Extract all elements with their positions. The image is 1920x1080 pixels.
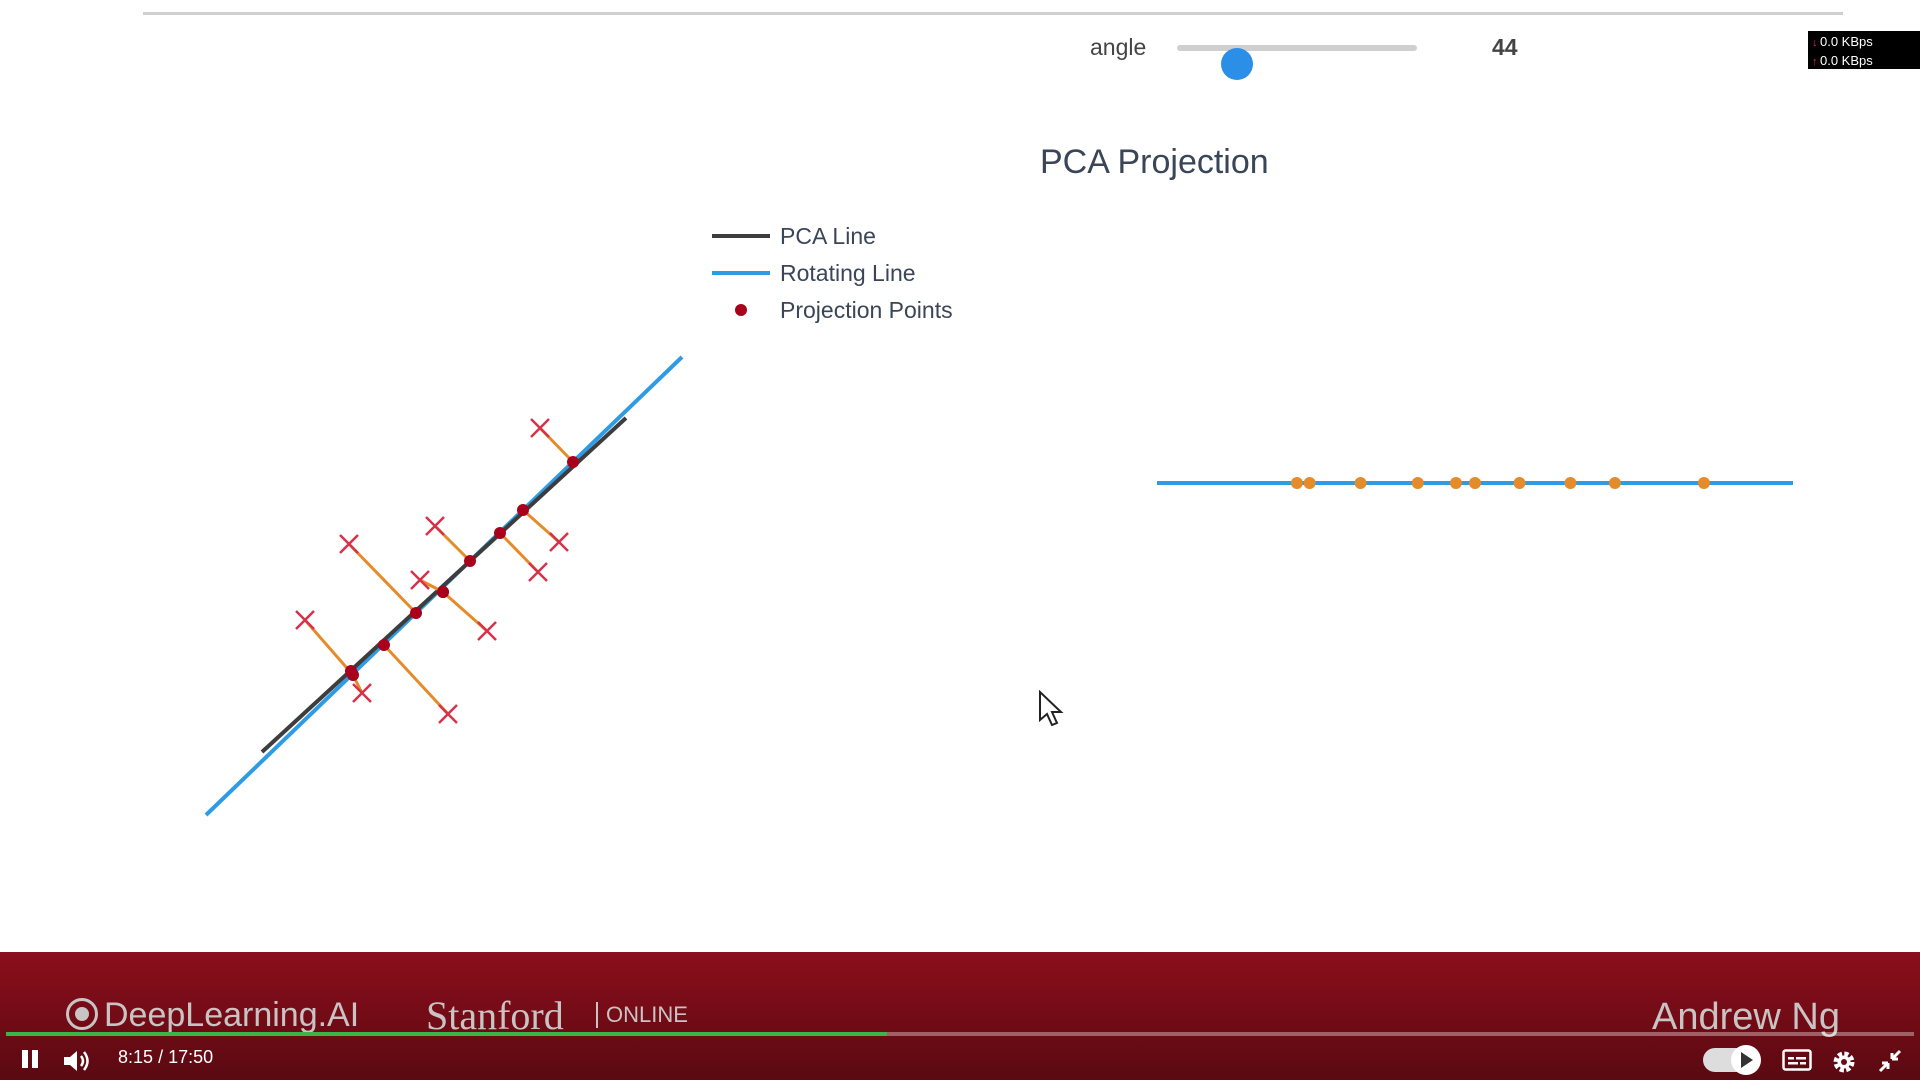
autoplay-toggle[interactable] (1703, 1045, 1761, 1075)
projection-connector (347, 542, 418, 615)
stanford-online-label: ONLINE (596, 1002, 688, 1028)
data-point-x (352, 683, 372, 703)
projected-point (1608, 477, 1621, 489)
projected-point (1697, 477, 1710, 489)
projection-point (494, 527, 506, 539)
presenter-name: Andrew Ng (1652, 996, 1840, 1038)
deeplearning-ai-logo: DeepLearning.AI (66, 996, 359, 1035)
deeplearning-logo-icon (66, 998, 98, 1030)
data-point-x (425, 516, 445, 536)
video-player-bar: DeepLearning.AI Stanford ONLINE Andrew N… (0, 952, 1920, 1080)
projection-connector (382, 643, 450, 716)
closed-captions-icon[interactable] (1782, 1048, 1812, 1072)
legend-label-pca-line: PCA Line (780, 223, 876, 249)
legend-label-projection-points: Projection Points (780, 297, 953, 323)
projection-point (464, 555, 476, 567)
data-point-x (339, 534, 359, 554)
exit-fullscreen-icon[interactable] (1877, 1048, 1903, 1074)
projected-point (1449, 477, 1462, 489)
settings-gear-icon[interactable] (1830, 1048, 1858, 1076)
projection-point (517, 504, 529, 516)
projection-point (378, 639, 390, 651)
time-separator: / (158, 1047, 164, 1067)
pause-icon[interactable] (20, 1048, 40, 1070)
angle-slider-label: angle (1090, 34, 1147, 60)
projected-point (1354, 477, 1367, 489)
data-point-x (528, 562, 548, 582)
mouse-pointer-icon (1039, 690, 1064, 727)
angle-slider-value: 44 (1492, 34, 1518, 60)
projected-point (1290, 477, 1303, 489)
deeplearning-brand-text: DeepLearning.AI (104, 996, 360, 1034)
projected-point (1564, 477, 1577, 489)
download-speed: 0.0 KBps (1820, 34, 1873, 49)
autoplay-play-icon (1741, 1052, 1753, 1068)
projection-points-swatch (735, 304, 747, 316)
projected-point (1513, 477, 1526, 489)
projection-point (567, 456, 579, 468)
total-duration: 17:50 (168, 1047, 214, 1067)
network-speed-badge: ↓ 0.0 KBps ↑ 0.0 KBps (1808, 31, 1920, 69)
projection-point (410, 607, 422, 619)
playback-time: 8:15 / 17:50 (118, 1047, 213, 1068)
rotating-line-swatch (712, 271, 770, 275)
projected-point (1469, 477, 1481, 489)
pca-line (260, 416, 628, 754)
data-point-x (477, 621, 497, 641)
download-arrow-icon: ↓ (1812, 37, 1818, 49)
projected-point (1303, 477, 1316, 489)
data-point-x (549, 532, 569, 552)
data-point-x (530, 418, 550, 438)
volume-icon[interactable] (62, 1048, 90, 1074)
data-point-x (438, 704, 458, 724)
current-time: 8:15 (118, 1047, 154, 1067)
legend-label-rotating-line: Rotating Line (780, 260, 916, 286)
data-point-x (410, 570, 430, 590)
stanford-logo: Stanford (426, 993, 564, 1038)
data-point-x (295, 610, 315, 630)
video-progress-fill (6, 1032, 888, 1036)
chart-title: PCA Projection (1040, 143, 1269, 181)
upload-speed: 0.0 KBps (1820, 53, 1873, 68)
angle-slider-control: angle 44 (1085, 28, 1555, 80)
projected-point (1411, 477, 1424, 489)
pca-plot (204, 355, 1793, 817)
angle-slider-handle[interactable] (1221, 48, 1253, 80)
projection-point (437, 586, 449, 598)
top-divider (143, 12, 1843, 15)
pca-line-swatch (712, 234, 770, 238)
angle-slider-track[interactable] (1177, 45, 1417, 80)
upload-arrow-icon: ↑ (1812, 56, 1818, 68)
projection-point (345, 665, 357, 677)
video-progress-bar[interactable] (6, 1032, 1914, 1036)
